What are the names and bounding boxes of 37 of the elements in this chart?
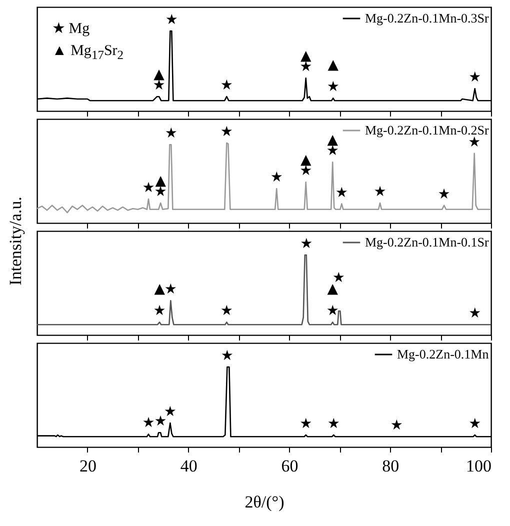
x-tick-label: 20 bbox=[79, 456, 96, 476]
annotation: ★ bbox=[335, 184, 348, 201]
annotation: ★ bbox=[164, 282, 177, 298]
x-tick-label: 100 bbox=[466, 456, 492, 476]
annotation: ★ bbox=[300, 416, 312, 432]
annotation: ★ bbox=[326, 303, 339, 320]
annotation: ★ bbox=[165, 12, 178, 28]
y-axis-title: Intensity/a.u. bbox=[6, 195, 26, 287]
legend-label: Mg-0.2Zn-0.1Mn-0.1Sr bbox=[365, 234, 490, 250]
annotation: ★ Mg bbox=[52, 20, 91, 39]
annotation: ★ bbox=[327, 416, 340, 432]
annotation: ★ bbox=[220, 78, 233, 94]
annotation: ★ bbox=[220, 124, 233, 140]
annotation: ★ bbox=[326, 79, 340, 96]
x-tick-label: 80 bbox=[382, 456, 400, 476]
annotation: ★ bbox=[438, 186, 450, 202]
annotation: ★ bbox=[220, 303, 233, 320]
annotation: ★ bbox=[390, 418, 403, 434]
x-axis-title: 2θ/(°) bbox=[244, 492, 284, 512]
annotation: ▲ bbox=[154, 281, 166, 298]
annotation: ★ bbox=[153, 303, 166, 320]
annotation: ★ bbox=[142, 415, 155, 432]
annotation: ★ bbox=[468, 70, 482, 86]
x-tick-label: 60 bbox=[281, 456, 298, 476]
annotation: ★ bbox=[270, 170, 283, 186]
annotation: ★ bbox=[468, 306, 482, 322]
annotation: ★ bbox=[142, 180, 155, 196]
annotation: ★ bbox=[164, 126, 178, 142]
annotation: ▲ Mg$_{17}$Sr$_{2}$ bbox=[52, 42, 124, 64]
annotation: ★ bbox=[220, 348, 234, 364]
x-tick-label: 40 bbox=[180, 456, 198, 476]
annotation: ★ bbox=[374, 184, 386, 200]
annotation: ▲ bbox=[328, 57, 339, 74]
legend-label: Mg-0.2Zn-0.1Mn bbox=[397, 346, 490, 362]
annotation: ★ bbox=[300, 236, 313, 252]
legend-label: Mg-0.2Zn-0.1Mn-0.3Sr bbox=[365, 10, 490, 26]
annotation: ★ bbox=[468, 416, 482, 432]
